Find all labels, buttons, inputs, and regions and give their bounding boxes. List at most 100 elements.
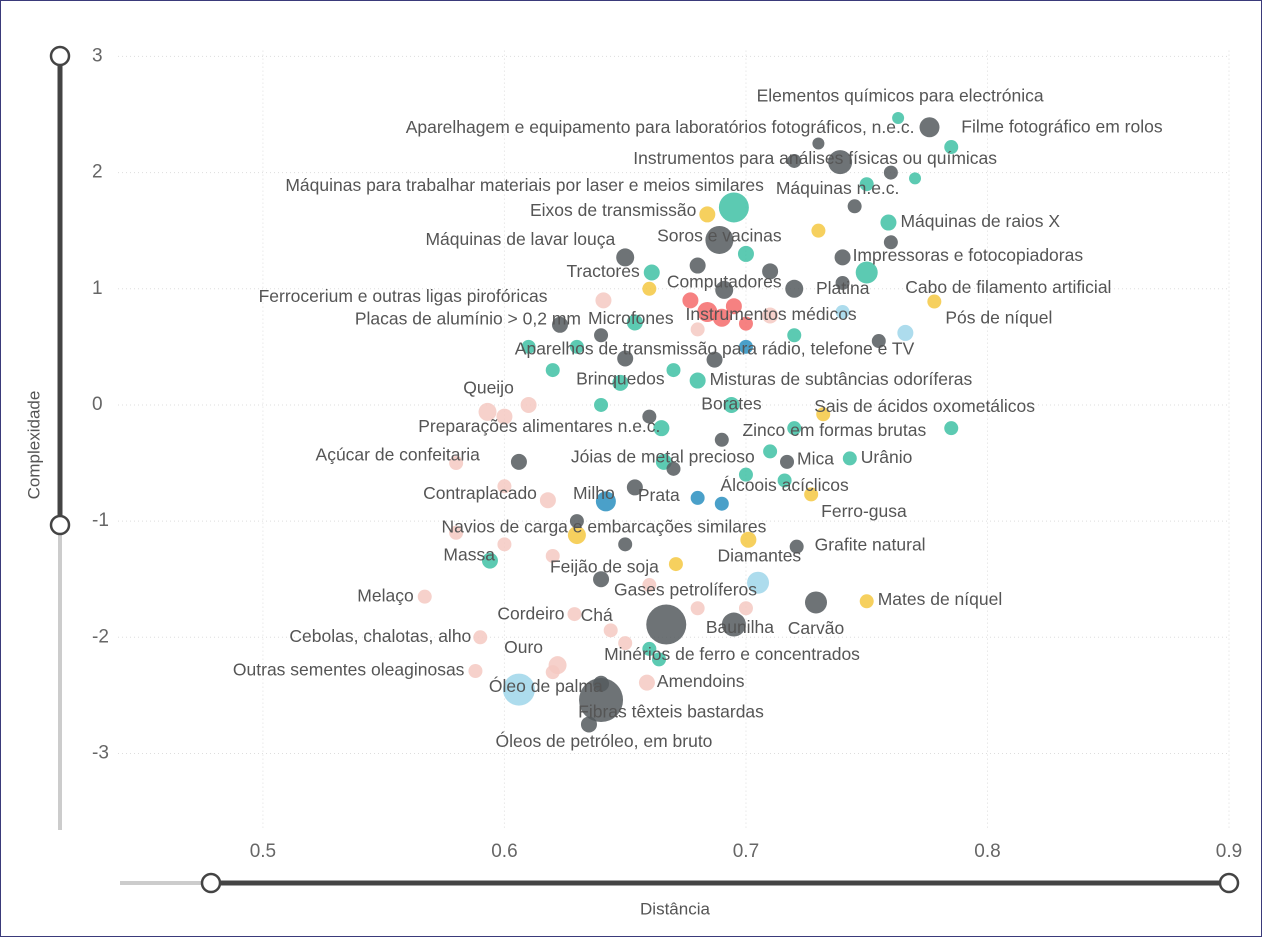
y-tick-label: 3 — [92, 45, 103, 66]
point-label: Mica — [797, 448, 834, 468]
point — [804, 591, 827, 614]
point — [740, 531, 757, 548]
point — [714, 432, 729, 447]
point-label: Pós de níquel — [945, 308, 1052, 328]
point-label: Máquinas para trabalhar materiais por la… — [285, 175, 764, 195]
point — [595, 292, 612, 309]
point — [567, 607, 582, 622]
point — [944, 140, 959, 155]
point — [944, 421, 959, 436]
point-label: Instrumentos médicos — [686, 304, 857, 324]
point — [859, 594, 874, 609]
point — [545, 665, 560, 680]
point-label: Melaço — [357, 585, 413, 605]
point — [545, 363, 560, 378]
point-label: Grafite natural — [815, 534, 926, 554]
point — [787, 153, 802, 168]
point — [816, 407, 831, 422]
point — [642, 578, 657, 593]
point — [835, 305, 850, 320]
point — [697, 302, 718, 323]
point — [718, 192, 749, 223]
point-label: Ferrocerium e outras ligas pirofóricas — [259, 286, 548, 306]
point — [780, 454, 795, 469]
point — [690, 601, 705, 616]
point — [883, 165, 898, 180]
point — [689, 372, 706, 389]
x-tick-label: 0.6 — [491, 841, 517, 862]
points — [417, 111, 959, 733]
point — [642, 281, 657, 296]
point-label: Cabo de filamento artificial — [905, 277, 1111, 297]
point-label: Zinco em formas brutas — [742, 420, 926, 440]
point-label: Fibras têxteis bastardas — [578, 702, 764, 722]
point — [520, 396, 537, 413]
point — [785, 279, 804, 298]
point — [449, 525, 464, 540]
point — [646, 604, 687, 645]
point — [468, 663, 483, 678]
y-tick-label: -1 — [92, 510, 109, 531]
point — [699, 206, 716, 223]
point — [481, 552, 498, 569]
point — [642, 409, 657, 424]
y-slider-handle[interactable] — [49, 45, 71, 67]
point-label: Cordeiro — [497, 604, 564, 624]
point-label: Gases petrolíferos — [614, 579, 757, 599]
point — [478, 402, 497, 421]
point-label: Preparações alimentares n.e.c. — [418, 416, 660, 436]
point — [618, 537, 633, 552]
point — [521, 339, 536, 354]
point-label: Platina — [816, 278, 870, 298]
point — [738, 339, 753, 354]
point — [502, 673, 535, 706]
point — [449, 456, 464, 471]
point-label: Eixos de transmissão — [530, 200, 696, 220]
point — [690, 490, 705, 505]
point — [594, 328, 609, 343]
point — [787, 421, 802, 436]
point — [638, 674, 655, 691]
point — [545, 548, 560, 563]
point — [569, 514, 584, 529]
point-label: Prata — [638, 485, 680, 505]
point — [593, 675, 610, 692]
y-tick-label: 0 — [92, 394, 103, 415]
point-label: Minérios de ferro e concentrados — [604, 644, 860, 664]
y-slider-handle[interactable] — [49, 514, 71, 536]
point — [593, 571, 610, 588]
x-slider-handle[interactable] — [1218, 872, 1240, 894]
x-tick-label: 0.8 — [974, 841, 1000, 862]
point — [762, 263, 779, 280]
point — [682, 292, 699, 309]
point-label: Placas de alumínio > 0,2 mm — [355, 308, 581, 328]
point-label: Soros e vacinas — [657, 226, 782, 246]
point-label: Misturas de subtâncias odoríferas — [710, 369, 973, 389]
point — [539, 492, 556, 509]
point — [804, 487, 819, 502]
point-label: Impressoras e fotocopiadoras — [853, 245, 1084, 265]
point-label: Contraplacado — [423, 483, 537, 503]
point — [652, 652, 667, 667]
point — [497, 537, 512, 552]
point — [715, 280, 734, 299]
point — [496, 408, 513, 425]
point — [567, 526, 586, 545]
point — [616, 248, 635, 267]
point — [595, 491, 616, 512]
point — [690, 322, 705, 337]
point — [603, 623, 618, 638]
point-label: Carvão — [788, 618, 844, 638]
point-label: Álcoois acíclicos — [720, 475, 849, 495]
point-label: Navios de carga e embarcações similares — [441, 517, 766, 537]
point — [892, 111, 905, 124]
point-label: Jóias de metal precioso — [571, 446, 755, 466]
point — [618, 636, 633, 651]
x-slider-handle[interactable] — [200, 872, 222, 894]
point-label: Queijo — [463, 378, 514, 398]
point — [871, 334, 886, 349]
y-tick-label: -2 — [92, 626, 109, 647]
point — [909, 172, 922, 185]
grid: 0.5 0.6 0.7 0.8 0.9 -3 -2 -1 0 1 2 3 — [92, 45, 1242, 862]
